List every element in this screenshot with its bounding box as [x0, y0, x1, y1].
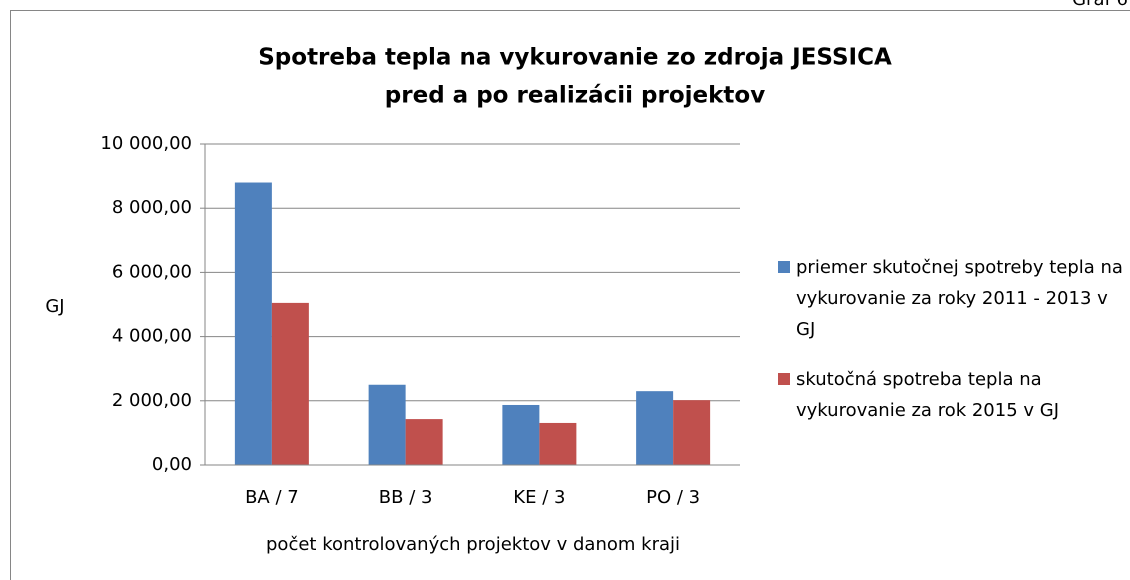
x-tick-label: PO / 3 — [646, 487, 700, 508]
y-tick-label: 2 000,00 — [112, 390, 192, 411]
x-tick-label: BA / 7 — [245, 487, 299, 508]
legend-swatch — [778, 261, 790, 273]
legend-label: priemer skutočnej spotreby tepla na vyku… — [796, 257, 1123, 340]
y-tick-label: 4 000,00 — [112, 326, 192, 347]
bar — [234, 182, 272, 465]
y-tick-label: 0,00 — [152, 454, 192, 475]
legend-swatch — [778, 373, 790, 385]
y-tick-label: 6 000,00 — [112, 261, 192, 282]
bar — [673, 400, 711, 465]
bar — [405, 419, 443, 465]
chart-frame — [10, 10, 1130, 580]
x-axis-label: počet kontrolovaných projektov v danom k… — [266, 534, 680, 555]
legend-label: skutočná spotreba tepla na vykurovanie z… — [796, 369, 1060, 421]
y-axis-label: GJ — [45, 296, 64, 317]
y-tick-label: 8 000,00 — [112, 197, 192, 218]
chart-title: Spotreba tepla na vykurovanie zo zdroja … — [258, 45, 892, 71]
bar — [539, 422, 577, 465]
chart-title: pred a po realizácii projektov — [385, 83, 765, 109]
bar — [271, 302, 309, 465]
bar — [636, 391, 674, 465]
y-tick-label: 10 000,00 — [100, 133, 192, 154]
legend-entry: skutočná spotreba tepla na vykurovanie z… — [796, 369, 1060, 421]
x-tick-label: BB / 3 — [379, 487, 433, 508]
x-tick-label: KE / 3 — [513, 487, 565, 508]
figure-label: Graf 6 — [1072, 0, 1128, 10]
legend-entry: priemer skutočnej spotreby tepla na vyku… — [796, 257, 1123, 340]
bar — [368, 384, 406, 465]
bar — [502, 404, 540, 465]
